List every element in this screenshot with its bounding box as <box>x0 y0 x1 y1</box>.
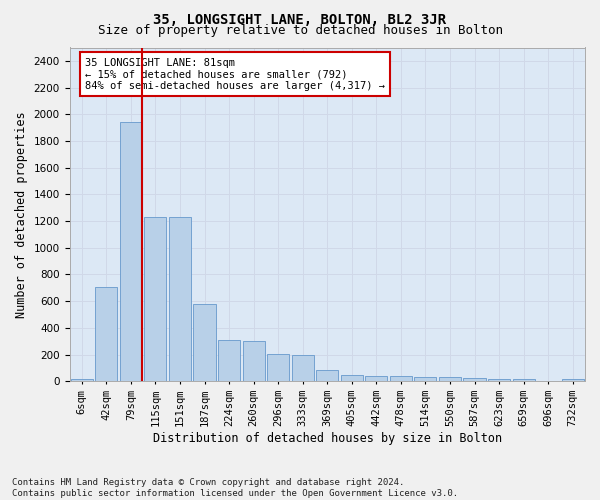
Y-axis label: Number of detached properties: Number of detached properties <box>15 111 28 318</box>
Text: Size of property relative to detached houses in Bolton: Size of property relative to detached ho… <box>97 24 503 37</box>
X-axis label: Distribution of detached houses by size in Bolton: Distribution of detached houses by size … <box>153 432 502 445</box>
Bar <box>390 376 412 382</box>
Bar <box>316 370 338 382</box>
Text: Contains HM Land Registry data © Crown copyright and database right 2024.
Contai: Contains HM Land Registry data © Crown c… <box>12 478 458 498</box>
Bar <box>512 379 535 382</box>
Bar <box>341 374 363 382</box>
Bar <box>463 378 485 382</box>
Bar <box>120 122 142 382</box>
Bar <box>95 286 118 382</box>
Text: 35 LONGSIGHT LANE: 81sqm
← 15% of detached houses are smaller (792)
84% of semi-: 35 LONGSIGHT LANE: 81sqm ← 15% of detach… <box>85 58 385 90</box>
Bar <box>415 376 436 382</box>
Bar <box>71 380 93 382</box>
Text: 35, LONGSIGHT LANE, BOLTON, BL2 3JR: 35, LONGSIGHT LANE, BOLTON, BL2 3JR <box>154 12 446 26</box>
Bar <box>193 304 215 382</box>
Bar <box>488 378 510 382</box>
Bar <box>439 377 461 382</box>
Bar <box>365 376 388 382</box>
Bar <box>218 340 240 382</box>
Bar <box>562 379 584 382</box>
Bar <box>242 340 265 382</box>
Bar <box>169 217 191 382</box>
Bar <box>292 354 314 382</box>
Bar <box>537 380 559 382</box>
Bar <box>145 217 166 382</box>
Bar <box>267 354 289 382</box>
